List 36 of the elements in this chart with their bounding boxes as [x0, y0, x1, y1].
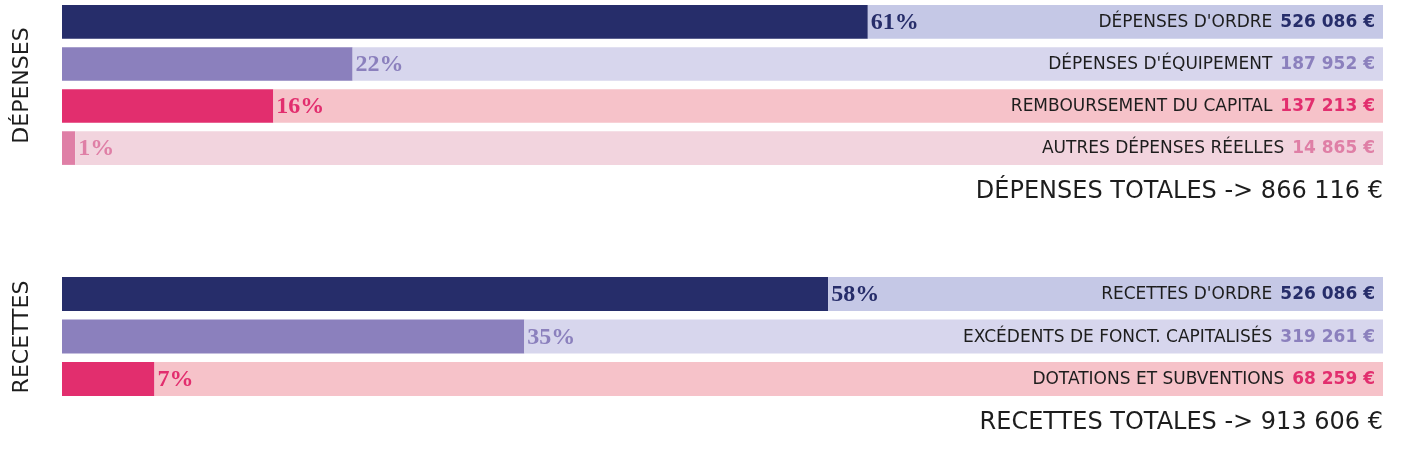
category-label: AUTRES DÉPENSES RÉELLES — [1041, 137, 1285, 158]
data-label: 61% — [870, 7, 919, 34]
data-label: 22% — [355, 49, 404, 76]
bar — [62, 89, 274, 123]
data-label: 16% — [276, 92, 325, 119]
bar — [62, 361, 155, 396]
data-label: 58% — [831, 280, 880, 307]
bar — [62, 131, 76, 165]
bar — [62, 5, 868, 39]
data-label: 1% — [78, 134, 115, 161]
text: DÉPENSES TOTALES -> 866 116 € — [975, 175, 1383, 204]
data-label: 35% — [527, 322, 576, 349]
annotation: 14 865 € — [1292, 137, 1375, 158]
y-axis-title: DÉPENSES — [7, 27, 33, 144]
text: RECETTES TOTALES -> 913 606 € — [979, 407, 1383, 435]
annotation: 526 086 € — [1280, 283, 1375, 304]
bar — [273, 89, 1383, 123]
category-label: DÉPENSES D'ÉQUIPEMENT — [1048, 52, 1273, 73]
annotation: 68 259 € — [1292, 367, 1375, 388]
category-label: EXCÉDENTS DE FONCT. CAPITALISÉS — [963, 325, 1273, 346]
y-axis-title: RECETTES — [7, 280, 33, 394]
bar — [352, 47, 1383, 81]
annotation: 319 261 € — [1280, 325, 1375, 346]
category-label: RECETTES D'ORDRE — [1101, 283, 1273, 304]
bar — [75, 131, 1383, 165]
annotation: 526 086 € — [1280, 10, 1375, 31]
data-label: 7% — [157, 364, 194, 391]
annotation: 187 952 € — [1280, 52, 1375, 73]
category-label: DÉPENSES D'ORDRE — [1098, 10, 1273, 31]
annotation: 137 213 € — [1280, 95, 1375, 116]
category-label: REMBOURSEMENT DU CAPITAL — [1010, 95, 1273, 116]
bar — [62, 277, 829, 312]
category-label: DOTATIONS ET SUBVENTIONS — [1032, 367, 1285, 388]
bar — [62, 319, 525, 354]
bar — [154, 361, 1383, 396]
bar — [62, 47, 353, 81]
